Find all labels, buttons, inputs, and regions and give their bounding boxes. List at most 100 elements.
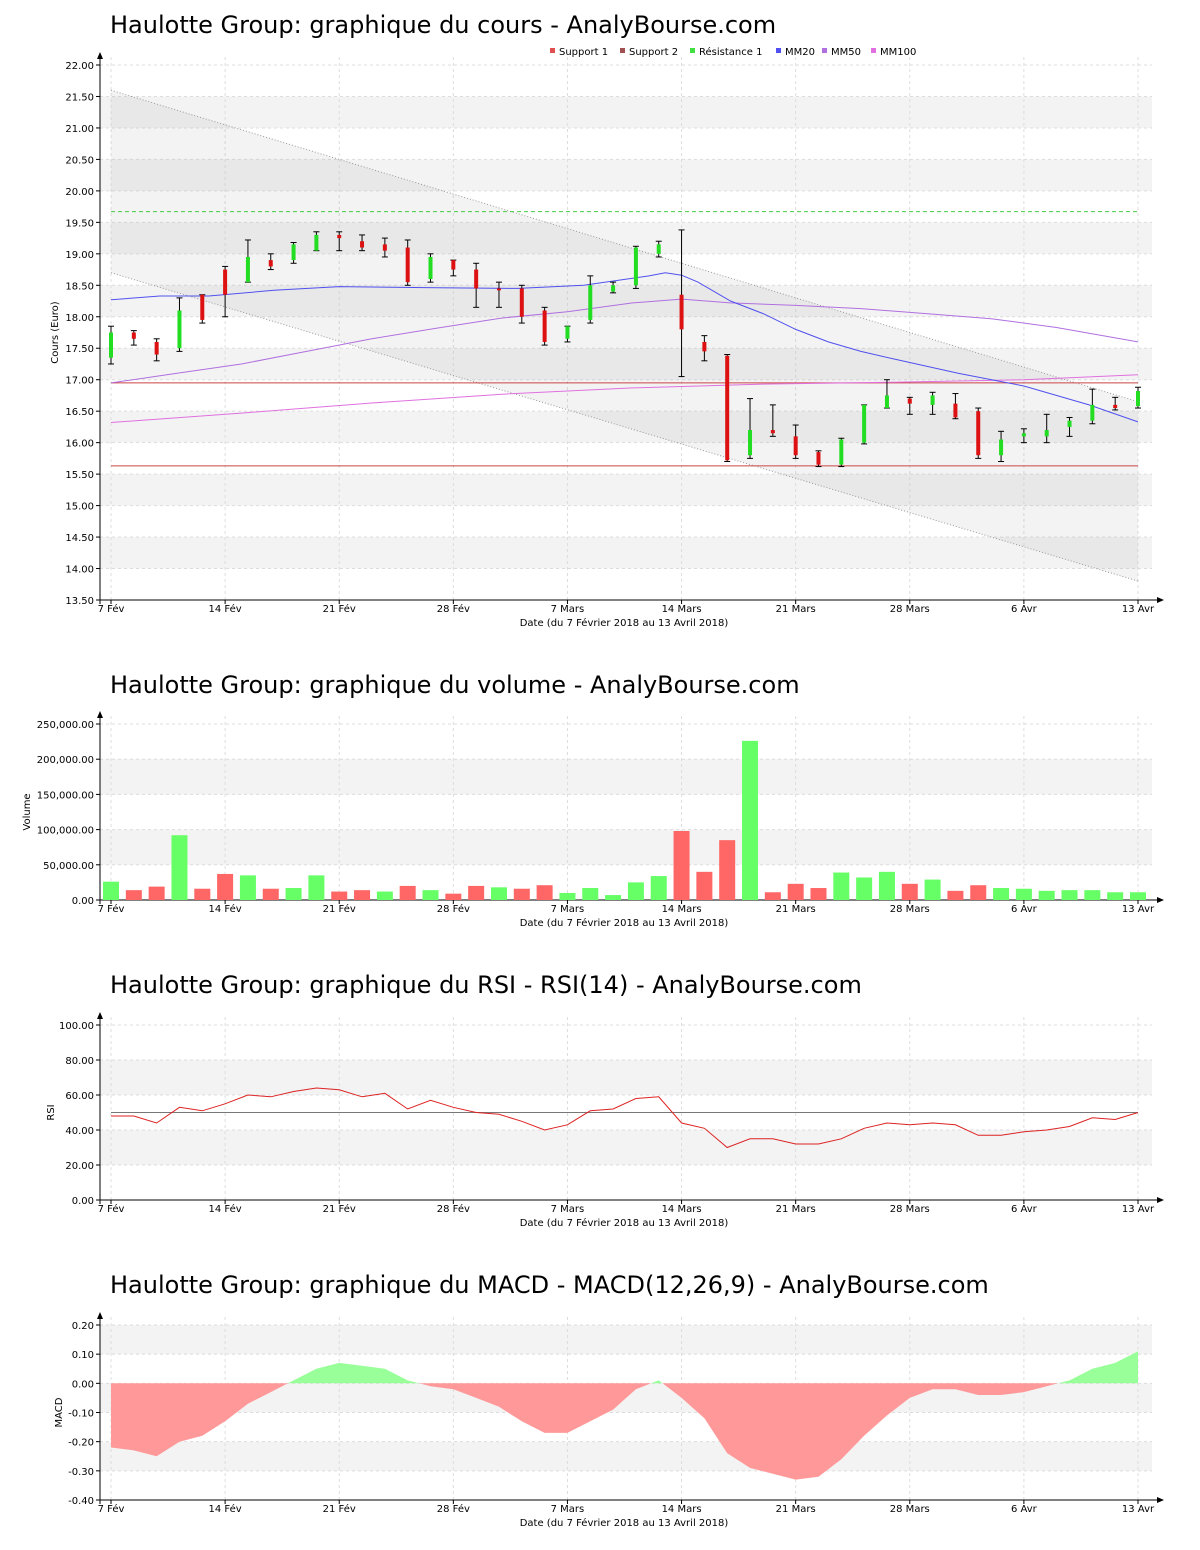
legend-swatch [776,48,781,53]
y-tick-label: -0.40 [68,1496,94,1507]
y-axis-label: MACD [54,1397,65,1427]
grid-band [100,1060,1152,1095]
volume-bar [536,885,553,900]
volume-bar [833,872,850,900]
y-tick-label: 20.50 [65,155,94,166]
candle-body [565,326,570,339]
volume-bar [513,888,530,900]
trend-line-upper [110,89,1139,403]
candle-body [314,234,319,251]
x-axis-label: Date (du 7 Février 2018 au 13 Avril 2018… [520,917,729,929]
candle [427,253,434,283]
candle-body [770,430,775,434]
volume-bar [742,740,759,900]
x-tick-label: 28 Mars [890,1204,930,1215]
x-tick-label: 7 Mars [551,904,585,915]
y-tick-label: 15.00 [65,502,94,513]
y-tick-label: 13.50 [65,596,94,607]
volume-bar [125,890,142,900]
x-tick-label: 7 Mars [551,1504,585,1515]
chart-title: Haulotte Group: graphique du cours - Ana… [110,11,776,39]
candle [701,335,708,362]
y-tick-label: 14.00 [65,565,94,576]
candle-body [907,398,912,404]
candle-body [862,404,867,443]
candle [952,393,959,420]
x-axis-arrow [1157,897,1164,903]
y-tick-label: 17.50 [65,344,94,355]
volume-bar [1015,888,1032,900]
y-tick-label: 19.00 [65,250,94,261]
chart-title: Haulotte Group: graphique du volume - An… [110,671,800,699]
x-tick-label: 7 Fév [98,603,125,615]
candle [290,241,297,264]
candle-body [1090,404,1095,421]
candle-body [542,310,547,342]
volume-bar [1130,892,1146,900]
candle-body [999,439,1004,456]
y-tick-label: 17.00 [65,376,94,387]
candle [1135,386,1141,409]
volume-bar [490,887,507,900]
x-tick-label: 14 Mars [662,604,702,615]
candle-body [1113,404,1118,409]
x-axis-arrow [1157,597,1164,603]
chart-title: Haulotte Group: graphique du MACD - MACD… [110,1271,989,1299]
grid-band [100,759,1152,795]
candle [564,325,571,343]
macd-area-positive [287,1362,420,1384]
candle-body [702,341,707,352]
x-tick-label: 13 Avr [1122,904,1155,915]
candle-body [976,411,981,456]
x-tick-label: 21 Fév [323,1203,356,1215]
legend-swatch [822,48,827,53]
candle-body [1136,391,1140,407]
volume-bar [878,871,895,900]
candle-body [656,244,661,254]
candle-body [291,244,296,261]
x-tick-label: 7 Fév [98,903,125,915]
candle-body [496,288,501,291]
volume-bar [627,882,644,900]
x-tick-label: 21 Mars [776,904,816,915]
volume-chart-panel: Haulotte Group: graphique du volume - An… [22,671,1164,929]
volume-bar [285,888,302,900]
candle [861,404,868,445]
y-tick-label: -0.10 [68,1409,94,1420]
x-tick-label: 7 Fév [98,1203,125,1215]
volume-bar [787,883,804,900]
grid-band [100,1130,1152,1165]
y-tick-label: 60.00 [65,1091,94,1102]
y-tick-label: 21.50 [65,92,94,103]
x-tick-label: 14 Mars [662,1204,702,1215]
x-tick-label: 28 Fév [437,903,470,915]
grid-band [100,159,1152,191]
candle [678,229,685,378]
x-tick-label: 6 Avr [1011,904,1038,915]
candle [1020,428,1027,444]
candle [359,234,366,252]
candle-body [1067,420,1072,427]
volume-bar [1107,892,1124,900]
y-tick-label: 19.50 [65,218,94,229]
candle-body [884,395,889,409]
candle-body [382,244,387,251]
x-axis-label: Date (du 7 Février 2018 au 13 Avril 2018… [520,617,729,629]
y-tick-label: 80.00 [65,1056,94,1067]
candle-body [268,260,273,267]
candle [929,391,936,415]
legend-swatch [620,48,625,53]
x-tick-label: 6 Avr [1011,1204,1038,1215]
volume-bar [445,893,462,900]
macd-area-positive [1058,1351,1138,1384]
candle [724,354,731,463]
volume-bar [171,835,188,900]
candle [838,437,845,468]
candle-body [200,294,205,320]
y-tick-label: 250,000.00 [37,720,94,731]
grid-band [100,474,1152,506]
x-tick-label: 28 Fév [437,1203,470,1215]
y-tick-label: 100,000.00 [37,826,94,837]
x-tick-label: 13 Avr [1122,1204,1155,1215]
volume-bar [947,890,964,900]
